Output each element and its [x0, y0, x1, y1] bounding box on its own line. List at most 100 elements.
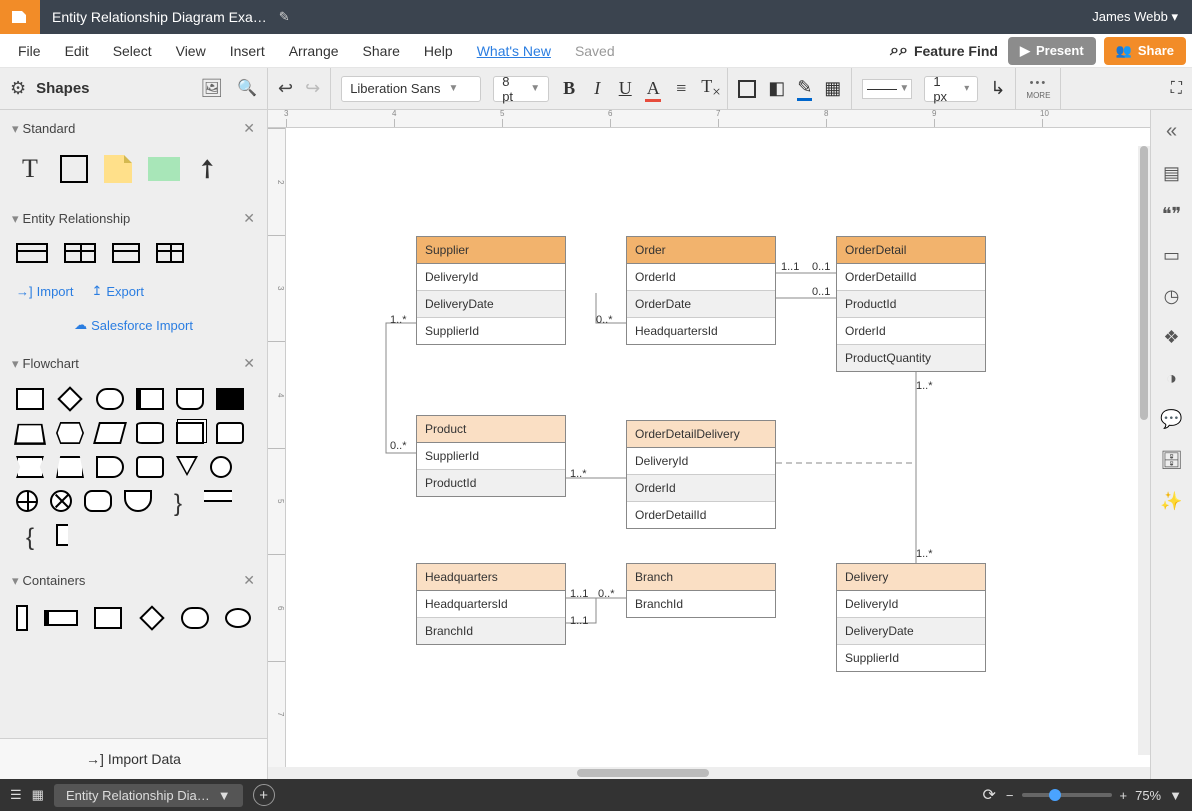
canvas[interactable]: SupplierDeliveryIdDeliveryDateSupplierId…	[286, 128, 1150, 767]
entity-supplier[interactable]: SupplierDeliveryIdDeliveryDateSupplierId	[416, 236, 566, 345]
magic-icon[interactable]: ✨	[1160, 491, 1182, 512]
fullscreen-icon[interactable]	[1171, 80, 1182, 98]
cont-5[interactable]	[181, 607, 209, 629]
fc-brace-r[interactable]: }	[164, 490, 192, 512]
history-icon[interactable]: ◷	[1164, 286, 1180, 307]
fc-rect[interactable]	[16, 388, 44, 410]
horizontal-scrollbar[interactable]	[268, 767, 1150, 779]
note-shape[interactable]	[104, 155, 132, 183]
fc-flag[interactable]	[16, 456, 44, 478]
arrow-shape[interactable]: ➚	[188, 150, 225, 187]
fc-rect3[interactable]	[216, 388, 244, 410]
comment-icon[interactable]: ❝❞	[1162, 204, 1181, 225]
er-shape-1[interactable]	[16, 243, 48, 263]
align-button[interactable]: ≡	[673, 78, 689, 99]
fc-plus[interactable]	[16, 490, 38, 512]
import-data-button[interactable]: →] Import Data	[0, 738, 267, 779]
panel-flowchart-head[interactable]: Flowchart	[0, 345, 267, 382]
er-shape-4[interactable]	[156, 243, 184, 263]
line-width-select[interactable]: 1 px ▾	[924, 76, 978, 102]
entity-orderdetail[interactable]: OrderDetailOrderDetailIdProductIdOrderId…	[836, 236, 986, 372]
layers-icon[interactable]: ❖	[1163, 327, 1179, 348]
fc-docs[interactable]	[176, 422, 204, 444]
entity-product[interactable]: ProductSupplierIdProductId	[416, 415, 566, 497]
er-shape-3[interactable]	[112, 243, 140, 263]
menu-file[interactable]: File	[6, 37, 53, 65]
connector-icon[interactable]: ↳	[990, 78, 1005, 99]
undo-icon[interactable]	[278, 78, 293, 99]
zoom-out-icon[interactable]: −	[1006, 788, 1014, 803]
menu-help[interactable]: Help	[412, 37, 465, 65]
font-size-select[interactable]: 8 pt ▼	[493, 76, 549, 102]
fc-para[interactable]	[93, 422, 127, 444]
panel-standard-head[interactable]: Standard	[0, 110, 267, 147]
block-shape[interactable]	[148, 157, 180, 181]
fc-circle[interactable]	[210, 456, 232, 478]
close-icon[interactable]	[243, 210, 255, 227]
fc-bracket[interactable]	[56, 524, 68, 546]
fc-pill[interactable]	[96, 388, 124, 410]
border-color-icon[interactable]: ✎	[797, 77, 812, 101]
close-icon[interactable]	[243, 572, 255, 589]
fc-trap[interactable]	[14, 424, 46, 445]
app-logo[interactable]	[0, 0, 40, 34]
panel-er-head[interactable]: Entity Relationship	[0, 200, 267, 237]
fc-trap2[interactable]	[56, 456, 84, 478]
italic-button[interactable]: I	[589, 78, 605, 99]
cont-2[interactable]	[44, 610, 78, 626]
menu-select[interactable]: Select	[101, 37, 164, 65]
cont-1[interactable]	[16, 605, 28, 631]
user-menu[interactable]: James Webb ▾	[1078, 9, 1192, 25]
clear-format-button[interactable]: T×	[701, 76, 717, 102]
page-tab[interactable]: Entity Relationship Dia… ▼	[54, 784, 243, 807]
entity-odd[interactable]: OrderDetailDeliveryDeliveryIdOrderIdOrde…	[626, 420, 776, 529]
fc-round[interactable]	[84, 490, 112, 512]
redo-icon[interactable]	[305, 78, 320, 99]
zoom-in-icon[interactable]: +	[1120, 788, 1128, 803]
close-icon[interactable]	[243, 120, 255, 137]
fc-cyl[interactable]	[136, 422, 164, 444]
fc-callout[interactable]	[216, 422, 244, 444]
entity-delivery[interactable]: DeliveryDeliveryIdDeliveryDateSupplierId	[836, 563, 986, 672]
list-view-icon[interactable]: ☰	[10, 787, 22, 803]
rect-shape[interactable]	[60, 155, 88, 183]
shape-options-icon[interactable]: ▦	[824, 78, 841, 99]
bold-button[interactable]: B	[561, 78, 577, 99]
page-icon[interactable]: ▤	[1163, 163, 1180, 184]
fc-x[interactable]	[50, 490, 72, 512]
font-family-select[interactable]: Liberation Sans ▼	[341, 76, 481, 102]
er-shape-2[interactable]	[64, 243, 96, 263]
gear-icon[interactable]	[10, 78, 26, 99]
fc-shield[interactable]	[124, 490, 152, 512]
edit-title-icon[interactable]: ✎	[279, 9, 290, 25]
fc-rect2[interactable]	[136, 388, 164, 410]
document-title[interactable]: Entity Relationship Diagram Exa…	[40, 9, 279, 25]
menu-arrange[interactable]: Arrange	[277, 37, 351, 65]
menu-edit[interactable]: Edit	[53, 37, 101, 65]
fc-dshape[interactable]	[96, 456, 124, 478]
data-icon[interactable]: 🗄	[1160, 450, 1183, 471]
salesforce-link[interactable]: ☁ Salesforce Import	[16, 317, 251, 333]
fc-lines[interactable]	[204, 490, 232, 502]
image-icon[interactable]	[200, 78, 223, 99]
grid-view-icon[interactable]: ▦	[32, 787, 44, 803]
export-link[interactable]: ↥ Export	[91, 283, 143, 299]
search-icon[interactable]	[237, 78, 257, 99]
collapse-icon[interactable]	[1166, 120, 1177, 143]
drop-icon[interactable]: ◑	[1166, 368, 1177, 389]
zoom-slider[interactable]	[1022, 793, 1112, 797]
feature-find[interactable]: ⌕⌕ Feature Find	[890, 42, 998, 60]
menu-share[interactable]: Share	[351, 37, 412, 65]
entity-branch[interactable]: BranchBranchId	[626, 563, 776, 618]
menu-insert[interactable]: Insert	[218, 37, 277, 65]
fc-brace-l[interactable]: {	[16, 524, 44, 546]
text-shape[interactable]: T	[16, 154, 44, 184]
menu-view[interactable]: View	[164, 37, 218, 65]
add-page-button[interactable]: +	[253, 784, 275, 806]
fc-doc[interactable]	[176, 388, 204, 410]
zoom-control[interactable]: − + 75% ▼	[1006, 788, 1182, 803]
cont-3[interactable]	[94, 607, 122, 629]
entity-order[interactable]: OrderOrderIdOrderDateHeadquartersId	[626, 236, 776, 345]
shape-box-icon[interactable]	[738, 80, 756, 98]
fc-rect4[interactable]	[136, 456, 164, 478]
